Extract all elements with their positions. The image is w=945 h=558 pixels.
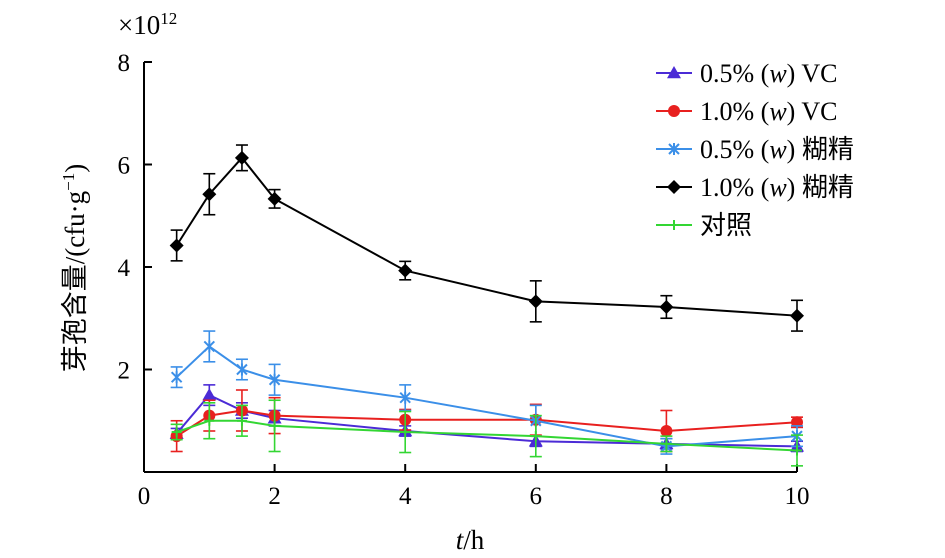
data-point bbox=[399, 391, 411, 404]
series-line bbox=[175, 345, 798, 448]
x-tick-label: 10 bbox=[785, 483, 810, 510]
legend-swatch-marker bbox=[669, 220, 679, 230]
y-tick-label: 4 bbox=[118, 255, 131, 282]
data-point bbox=[169, 238, 184, 253]
data-point bbox=[661, 438, 672, 449]
series-1 bbox=[169, 384, 804, 453]
legend-label: 1.0% (w) VC bbox=[700, 97, 837, 126]
legend-label: 1.0% (w) 糊精 bbox=[700, 173, 854, 202]
series-4 bbox=[169, 144, 804, 332]
legend-swatch-marker bbox=[668, 105, 680, 117]
x-tick-label: 2 bbox=[268, 483, 281, 510]
series-5 bbox=[170, 399, 803, 467]
data-point bbox=[234, 150, 249, 165]
x-axis-label: t/h bbox=[456, 525, 485, 555]
series-line bbox=[175, 156, 798, 317]
x-tick-label: 4 bbox=[399, 483, 412, 510]
legend-item: 1.0% (w) VC bbox=[656, 97, 837, 126]
series-3 bbox=[170, 330, 803, 455]
y-multiplier: ×1012 bbox=[118, 9, 177, 40]
legend-label: 对照 bbox=[700, 211, 752, 240]
x-tick-label: 8 bbox=[660, 483, 673, 510]
x-tick-label: 0 bbox=[138, 483, 151, 510]
y-axis-label: 芽孢含量/(cfu·g−1) bbox=[59, 164, 90, 373]
legend-swatch-marker bbox=[667, 66, 681, 79]
y-tick-label: 6 bbox=[118, 153, 131, 180]
data-point bbox=[528, 294, 543, 309]
data-point bbox=[204, 415, 215, 426]
data-point bbox=[530, 431, 541, 442]
data-point bbox=[400, 427, 411, 438]
data-point bbox=[202, 187, 217, 202]
legend-swatch-marker bbox=[668, 143, 680, 155]
legend-label: 0.5% (w) 糊精 bbox=[700, 135, 854, 164]
data-point bbox=[660, 425, 673, 437]
legend-item: 1.0% (w) 糊精 bbox=[656, 173, 854, 202]
data-point bbox=[790, 308, 804, 323]
legend-swatch-marker bbox=[667, 180, 681, 194]
data-point bbox=[267, 191, 282, 206]
y-tick-label: 2 bbox=[118, 358, 131, 385]
data-point bbox=[659, 299, 674, 314]
legend-item: 0.5% (w) 糊精 bbox=[656, 135, 854, 164]
x-tick-label: 6 bbox=[530, 483, 543, 510]
data-point bbox=[236, 415, 247, 426]
plot-area bbox=[169, 144, 804, 467]
axes bbox=[143, 61, 798, 473]
data-point bbox=[398, 263, 413, 278]
data-point bbox=[236, 363, 248, 376]
series-line bbox=[176, 419, 798, 452]
legend-item: 0.5% (w) VC bbox=[656, 59, 837, 88]
data-point bbox=[792, 445, 802, 456]
data-point bbox=[171, 427, 182, 438]
data-point bbox=[203, 340, 216, 353]
data-point bbox=[269, 420, 280, 431]
data-point bbox=[202, 388, 217, 401]
y-tick-label: 8 bbox=[118, 50, 131, 77]
tick-labels: 0 2 4 6 8 10 2 4 6 8 bbox=[118, 50, 810, 510]
legend-item: 对照 bbox=[656, 211, 752, 240]
data-point bbox=[268, 373, 281, 386]
legend-label: 0.5% (w) VC bbox=[700, 59, 837, 88]
legend: 0.5% (w) VC 1.0% (w) VC 0.5% (w) 糊精 1.0% (w… bbox=[656, 59, 854, 240]
data-point bbox=[170, 371, 183, 384]
